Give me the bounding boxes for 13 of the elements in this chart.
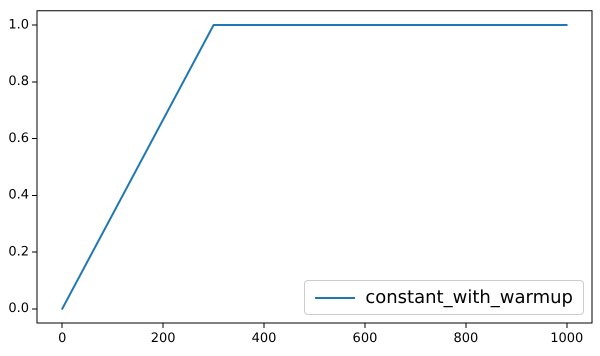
x-tick-label: 0 <box>58 331 66 346</box>
y-tick-label: 0.8 <box>8 74 29 90</box>
x-tick-label: 800 <box>453 331 478 346</box>
x-tick-label: 600 <box>352 331 378 346</box>
y-tick-label: 0.4 <box>8 188 29 203</box>
x-tick-label: 1000 <box>550 331 584 346</box>
y-tick-label: 0.2 <box>8 244 29 260</box>
y-tick-label: 0.6 <box>8 130 29 146</box>
x-tick-label: 400 <box>252 331 276 346</box>
legend-label: constant_with_warmup <box>365 287 573 308</box>
y-tick-label: 1.0 <box>8 17 29 32</box>
y-tick-label: 0.0 <box>8 301 29 316</box>
x-tick-label: 200 <box>150 331 176 346</box>
